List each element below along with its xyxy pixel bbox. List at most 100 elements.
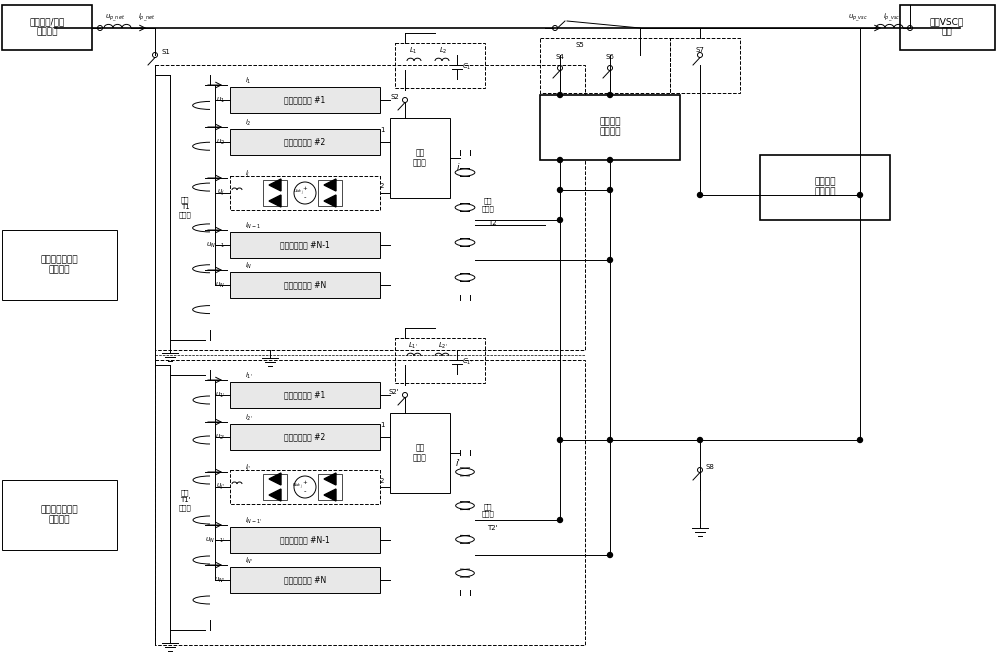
Text: 谐波功率模块 #N: 谐波功率模块 #N <box>284 281 326 289</box>
Text: $i_2$: $i_2$ <box>245 118 252 128</box>
Text: 谐波功率模块 #2: 谐波功率模块 #2 <box>284 432 326 442</box>
Text: S7: S7 <box>696 47 704 53</box>
Bar <box>395 43 485 88</box>
Text: 耦合
变压器: 耦合 变压器 <box>482 503 494 517</box>
Text: $u_{dc_j}$: $u_{dc_j}$ <box>293 188 303 198</box>
Bar <box>230 176 380 210</box>
Text: $i_{p\_net}$: $i_{p\_net}$ <box>138 12 156 24</box>
Text: 1: 1 <box>380 127 384 133</box>
Text: $u_1$: $u_1$ <box>216 95 225 105</box>
Polygon shape <box>324 179 336 191</box>
Bar <box>670 38 740 93</box>
Text: $L_{1'}$: $L_{1'}$ <box>408 341 418 351</box>
Bar <box>2 230 117 300</box>
Bar <box>230 470 380 504</box>
Text: S5: S5 <box>576 42 584 48</box>
Text: 谐波功率模块 #2: 谐波功率模块 #2 <box>284 137 326 147</box>
Text: 谐波功率模块 #1: 谐波功率模块 #1 <box>284 95 326 105</box>
Bar <box>230 527 380 553</box>
Text: +: + <box>303 480 307 486</box>
Text: $u_{p\_vsc}$: $u_{p\_vsc}$ <box>848 13 868 23</box>
Bar <box>230 129 380 155</box>
Text: $u_{N-1'}$: $u_{N-1'}$ <box>205 536 225 544</box>
Circle shape <box>608 157 612 163</box>
Text: 谐波功率模块 #N-1: 谐波功率模块 #N-1 <box>280 536 330 544</box>
Text: i': i' <box>456 458 460 468</box>
Text: 第一
T1'
变压器: 第一 T1' 变压器 <box>179 490 191 511</box>
Text: S2: S2 <box>390 94 399 100</box>
Text: $i_{N'}$: $i_{N'}$ <box>245 556 254 566</box>
Polygon shape <box>324 473 336 485</box>
Text: $u_2$: $u_2$ <box>216 137 225 147</box>
Text: 谐波功率模块 #1: 谐波功率模块 #1 <box>284 390 326 400</box>
Text: $i_j$: $i_j$ <box>245 168 250 179</box>
Polygon shape <box>324 489 336 501</box>
Polygon shape <box>269 489 281 501</box>
Circle shape <box>608 187 612 193</box>
Bar <box>2 5 92 50</box>
Circle shape <box>558 157 562 163</box>
Bar <box>230 87 380 113</box>
Text: 1: 1 <box>380 422 384 428</box>
Text: $i_{N-1}$: $i_{N-1}$ <box>245 221 261 231</box>
Text: T2': T2' <box>487 525 497 531</box>
Bar <box>540 38 670 93</box>
Text: $i_{N-1'}$: $i_{N-1'}$ <box>245 516 263 526</box>
Bar <box>318 180 342 206</box>
Bar <box>263 180 287 206</box>
Bar <box>230 567 380 593</box>
Text: -: - <box>304 194 306 200</box>
Circle shape <box>558 217 562 223</box>
Text: 待测VSC型
装备: 待测VSC型 装备 <box>930 17 964 37</box>
Text: S8: S8 <box>706 464 715 470</box>
Text: S4: S4 <box>556 54 564 60</box>
Polygon shape <box>324 195 336 207</box>
Text: $L_1$: $L_1$ <box>409 46 417 56</box>
Circle shape <box>558 518 562 522</box>
Bar <box>395 338 485 383</box>
Bar <box>155 360 585 645</box>
Polygon shape <box>269 473 281 485</box>
Bar <box>390 118 450 198</box>
Text: T2: T2 <box>488 220 496 226</box>
Circle shape <box>608 257 612 263</box>
Text: $u_{N-1}$: $u_{N-1}$ <box>206 240 225 249</box>
Text: 谐波功率模块 #N: 谐波功率模块 #N <box>284 576 326 584</box>
Text: 模式
选择器: 模式 选择器 <box>413 148 427 167</box>
Text: $C_1$: $C_1$ <box>462 62 472 72</box>
Polygon shape <box>269 195 281 207</box>
Text: $i_{j'}$: $i_{j'}$ <box>245 462 252 474</box>
Text: 谐波功率模块 #N-1: 谐波功率模块 #N-1 <box>280 241 330 249</box>
Circle shape <box>608 93 612 97</box>
Bar <box>230 272 380 298</box>
Bar <box>230 232 380 258</box>
Text: 电压扰动
注入接口: 电压扰动 注入接口 <box>599 117 621 137</box>
Circle shape <box>858 438 862 442</box>
Polygon shape <box>269 179 281 191</box>
Text: $u_{p\_net}$: $u_{p\_net}$ <box>105 13 125 23</box>
Text: 待测单相/三相
电力网络: 待测单相/三相 电力网络 <box>29 17 65 37</box>
Bar <box>155 65 585 350</box>
Text: 电流扰动
注入支路: 电流扰动 注入支路 <box>814 177 836 197</box>
Circle shape <box>698 438 702 442</box>
Bar <box>540 95 680 160</box>
Text: 2: 2 <box>380 183 384 189</box>
Text: 耦合
变压器: 耦合 变压器 <box>482 198 494 212</box>
Circle shape <box>608 438 612 442</box>
Text: $L_{2'}$: $L_{2'}$ <box>438 341 448 351</box>
Circle shape <box>698 193 702 197</box>
Text: $i_{p\_vsc}$: $i_{p\_vsc}$ <box>883 12 901 24</box>
Text: $u_j$: $u_j$ <box>217 187 225 198</box>
Bar <box>263 474 287 500</box>
Text: 2: 2 <box>380 478 384 484</box>
Text: $u_{N'}$: $u_{N'}$ <box>214 576 225 584</box>
Text: $L_2$: $L_2$ <box>439 46 447 56</box>
Text: $u_{2'}$: $u_{2'}$ <box>215 432 225 442</box>
Text: 模式
选择器: 模式 选择器 <box>413 444 427 463</box>
Text: 第一组谐波功率
注入单元: 第一组谐波功率 注入单元 <box>40 255 78 275</box>
Text: S2': S2' <box>388 389 399 395</box>
Text: $C_{1'}$: $C_{1'}$ <box>462 357 472 367</box>
Text: i: i <box>457 163 459 173</box>
Circle shape <box>558 438 562 442</box>
Text: S6: S6 <box>606 54 614 60</box>
